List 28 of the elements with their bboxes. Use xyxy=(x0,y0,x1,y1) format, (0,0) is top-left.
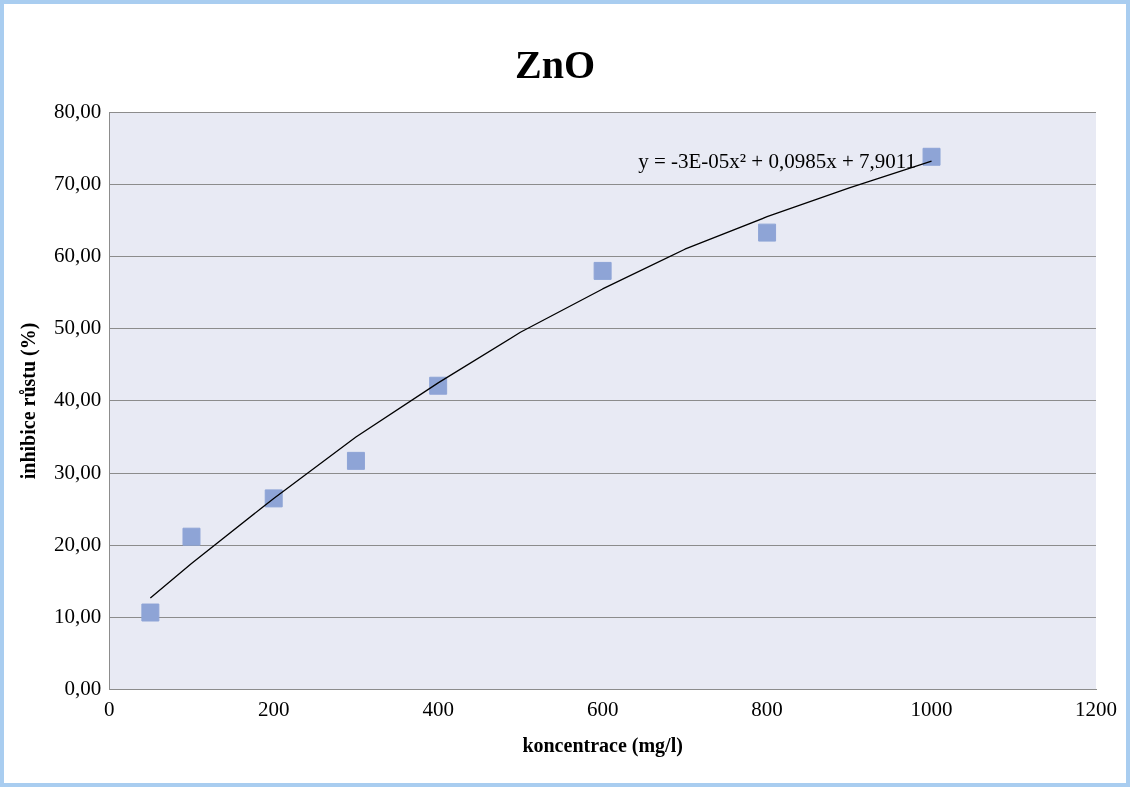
y-axis-title: inhibice růstu (%) xyxy=(17,322,41,480)
y-tick-label: 10,00 xyxy=(54,604,102,629)
y-tick-label: 60,00 xyxy=(54,242,102,267)
point xyxy=(429,376,448,395)
y-tick-label: 50,00 xyxy=(54,315,102,340)
annotation: y = -3E-05x² + 0,0985x + 7,9011 xyxy=(638,148,916,173)
x-axis-title: koncentrace (mg/l) xyxy=(522,734,683,758)
x-tick-label: 0 xyxy=(104,696,115,721)
x-tick-label: 400 xyxy=(422,696,454,721)
x-tick-label: 600 xyxy=(586,696,619,721)
y-tick-label: 70,00 xyxy=(54,170,102,195)
y-tick-label: 20,00 xyxy=(54,531,102,556)
chart-title: ZnO xyxy=(514,42,596,88)
y-tick-label: 30,00 xyxy=(54,459,102,484)
y-tick-label: 0,00 xyxy=(64,676,102,701)
point xyxy=(346,451,365,470)
x-tick-label: 200 xyxy=(257,696,290,721)
point xyxy=(182,527,201,546)
x-tick-label: 800 xyxy=(751,696,783,721)
x-tick-label: 1200 xyxy=(1075,696,1117,721)
y-tick-label: 80,00 xyxy=(54,98,102,123)
point xyxy=(922,147,941,166)
point xyxy=(264,489,283,508)
point xyxy=(758,223,777,242)
point xyxy=(593,261,612,280)
point xyxy=(141,603,160,622)
y-tick-label: 40,00 xyxy=(54,387,102,412)
x-tick-label: 1000 xyxy=(910,696,953,721)
